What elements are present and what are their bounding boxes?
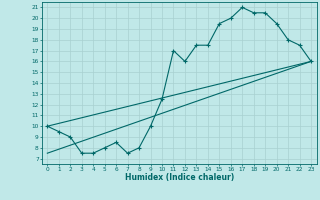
X-axis label: Humidex (Indice chaleur): Humidex (Indice chaleur)	[124, 173, 234, 182]
